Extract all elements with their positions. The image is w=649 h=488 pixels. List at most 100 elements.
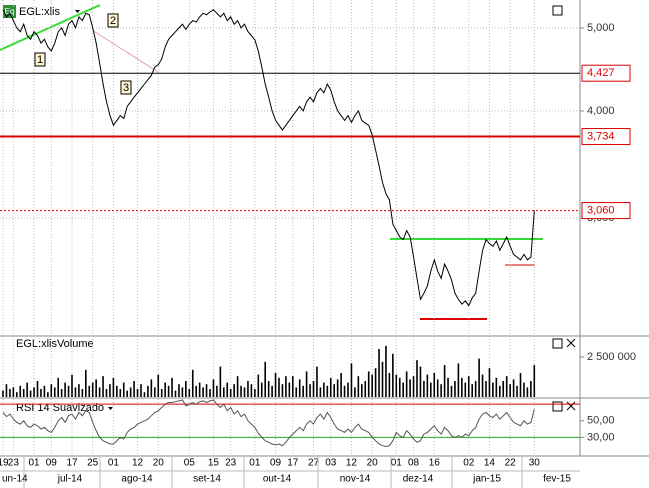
volume-bar <box>471 384 473 397</box>
close-button[interactable] <box>566 338 576 348</box>
x-tick-label: 30 <box>529 458 541 469</box>
volume-bar <box>167 385 170 397</box>
pane-title: EGL:xlis <box>19 6 60 18</box>
volume-bar <box>67 385 70 397</box>
volume-bar <box>74 387 77 397</box>
x-tick-label: 02 <box>463 458 475 469</box>
x-tick-label: 17 <box>66 458 78 469</box>
x-tick-label: 27 <box>308 458 320 469</box>
volume-bar <box>278 377 280 397</box>
x-tick-label: 08 <box>408 458 420 469</box>
volume-bar <box>2 390 4 397</box>
volume-bar <box>312 381 315 397</box>
volume-bar <box>530 381 532 397</box>
volume-bar <box>195 385 197 397</box>
volume-bar <box>336 379 339 397</box>
y-tick-label: 50,00 <box>587 415 615 427</box>
volume-bar <box>430 382 432 397</box>
volume-bar <box>71 374 73 397</box>
maximize-button[interactable] <box>552 5 563 16</box>
volume-bar <box>309 384 311 397</box>
volume-bar <box>447 377 449 397</box>
annotation: 1 <box>37 54 43 66</box>
volume-bar <box>426 374 429 397</box>
level-label: 4,427 <box>587 67 615 79</box>
volume-bar <box>526 387 529 397</box>
volume-bar <box>164 382 166 397</box>
volume-bar <box>229 389 232 397</box>
volume-bar <box>450 385 453 397</box>
volume-bar <box>488 368 491 397</box>
volume-bar <box>271 385 273 397</box>
level-label-box <box>581 202 631 220</box>
annotation: 3 <box>123 82 129 94</box>
volume-bar <box>416 360 418 397</box>
volume-bar <box>423 381 425 397</box>
maximize-button[interactable] <box>552 401 563 412</box>
volume-bar <box>457 363 460 397</box>
volume-bar <box>295 387 298 397</box>
month-label: un-14 <box>2 474 28 485</box>
volume-bar <box>398 377 401 397</box>
dropdown-arrow[interactable] <box>75 10 80 13</box>
x-tick-label: 09 <box>270 458 282 469</box>
volume-bar <box>209 389 211 397</box>
volume-bar <box>12 387 15 397</box>
y-tick-label: 2 500 000 <box>587 351 636 363</box>
volume-bar <box>181 387 184 397</box>
volume-bar <box>302 385 304 397</box>
month-label: fev-15 <box>543 474 571 485</box>
volume-bar <box>126 390 128 397</box>
volume-bar <box>236 376 239 397</box>
x-tick-label: 09 <box>46 458 58 469</box>
volume-bar <box>285 376 287 397</box>
volume-bar <box>240 385 242 397</box>
volume-bar <box>419 366 422 397</box>
month-label: ago-14 <box>121 474 153 485</box>
x-tick-label: 23 <box>225 458 237 469</box>
volume-bar <box>433 373 436 397</box>
month-label: jul-14 <box>57 474 83 485</box>
maximize-button[interactable] <box>552 338 563 349</box>
x-tick-label: 12 <box>346 458 358 469</box>
dropdown-arrow[interactable] <box>108 407 113 410</box>
volume-bar <box>29 390 32 397</box>
volume-bar <box>133 381 135 397</box>
y-tick-label: 4,000 <box>587 105 615 117</box>
volume-bar <box>516 385 518 397</box>
volume-bar <box>347 382 349 397</box>
window-buttons[interactable] <box>552 5 576 412</box>
volume-bar <box>136 389 139 397</box>
x-tick-label: 20 <box>153 458 165 469</box>
volume-bar <box>412 376 415 397</box>
volume-bar <box>5 384 8 397</box>
volume-bar <box>409 379 411 397</box>
volume-bar <box>191 369 194 397</box>
volume-bar <box>405 371 408 397</box>
volume-bar <box>185 381 187 397</box>
volume-bar <box>171 377 173 397</box>
volume-bar <box>454 381 456 397</box>
volume-bar <box>288 382 291 397</box>
close-button[interactable] <box>566 401 576 411</box>
volume-bar <box>78 384 80 397</box>
month-label: nov-14 <box>340 474 371 485</box>
volume-bar <box>119 389 122 397</box>
volume-bar <box>316 366 318 397</box>
volume-bar <box>33 387 35 397</box>
x-tick-label: 23 <box>8 458 20 469</box>
volume-bar <box>319 387 322 397</box>
x-tick-label: 03 <box>325 458 337 469</box>
volume-bar <box>116 385 118 397</box>
volume-bar <box>143 392 146 397</box>
volume-bar <box>216 385 218 397</box>
volume-bar <box>467 376 470 397</box>
x-tick-label: 12 <box>132 458 144 469</box>
volume-bar <box>361 384 363 397</box>
volume-bar <box>333 384 335 397</box>
x-tick-label: 25 <box>87 458 99 469</box>
x-tick-label: 16 <box>429 458 441 469</box>
volume-bar <box>102 376 104 397</box>
volume-bar <box>202 387 204 397</box>
volume-bar <box>50 384 53 397</box>
